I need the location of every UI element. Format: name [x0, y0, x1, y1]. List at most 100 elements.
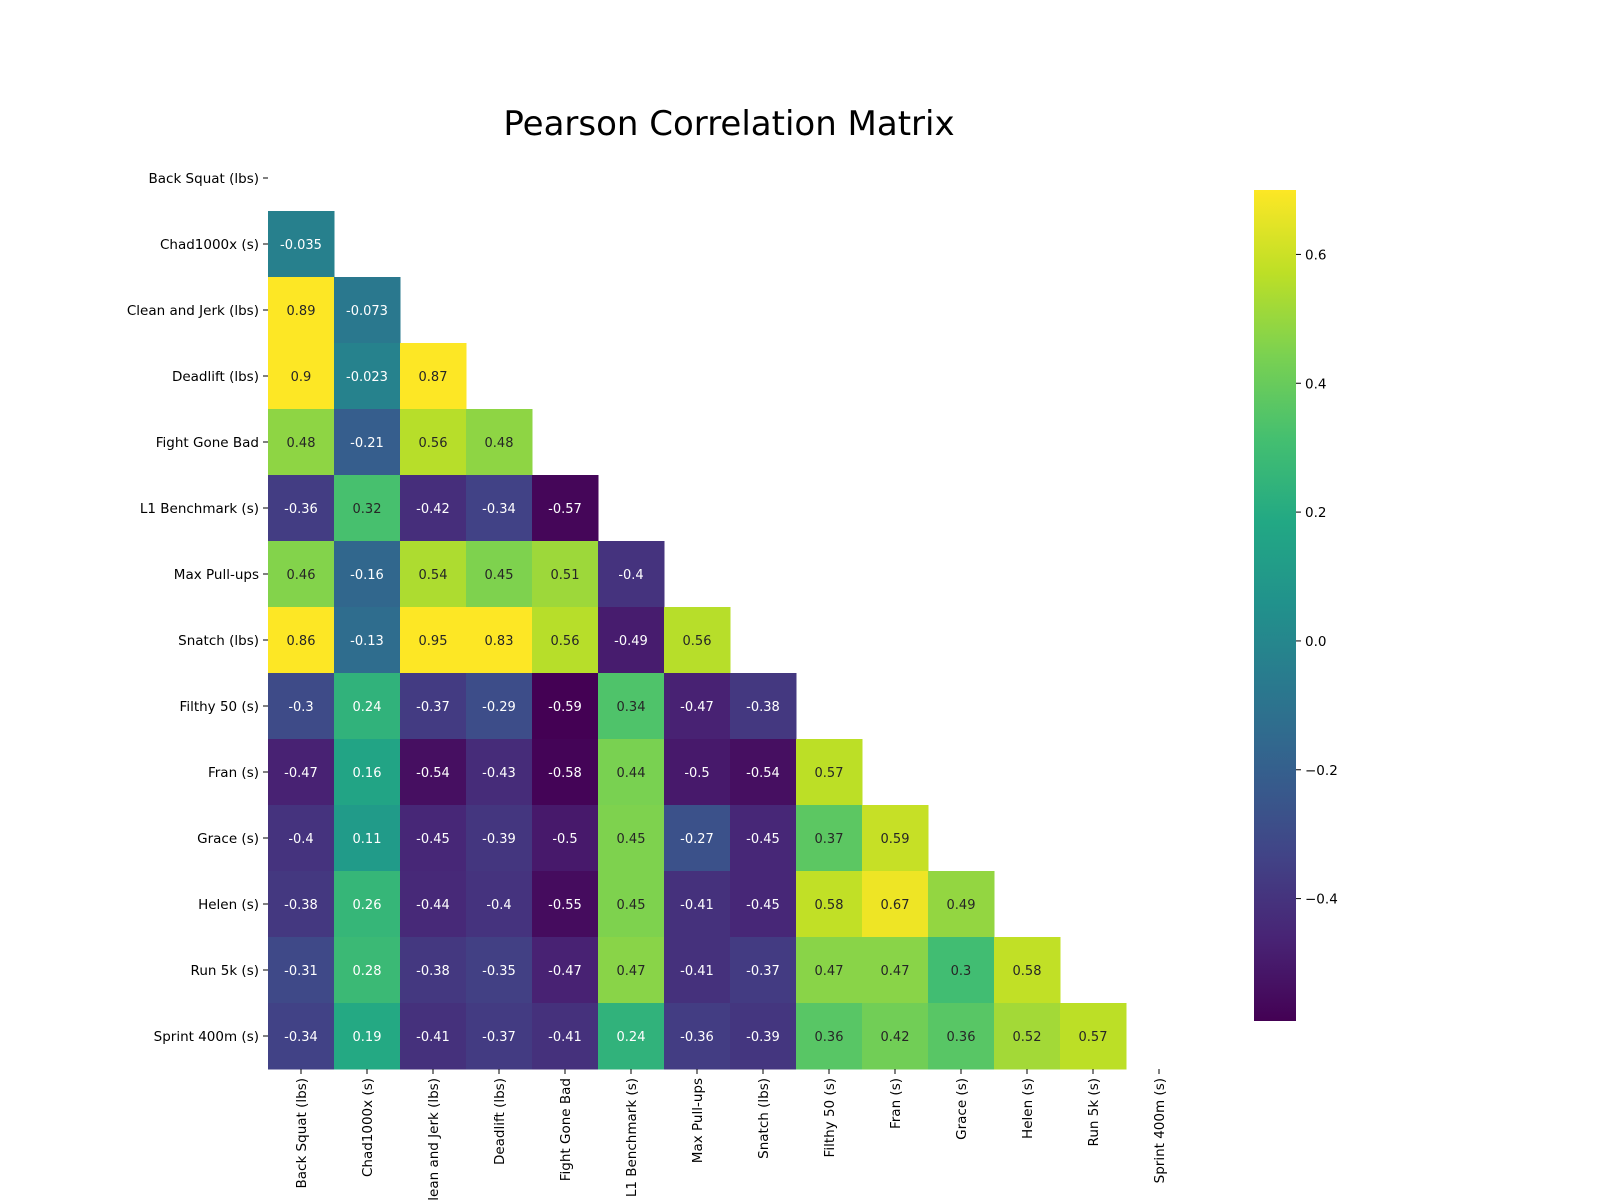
y-tick-label: Sprint 400m (s) [154, 1029, 259, 1045]
colorbar: 0.6 0.4 0.2 0.0 −0.2 −0.4 [1254, 190, 1338, 1021]
x-tick-label: Grace (s) [954, 1078, 970, 1140]
heatmap-cell [466, 937, 533, 1004]
heatmap-cell [664, 607, 731, 674]
cell-value-label: -0.47 [680, 700, 714, 715]
cell-value-label: -0.57 [548, 502, 582, 517]
cell-value-label: -0.4 [618, 568, 643, 583]
cell-value-label: 0.48 [485, 436, 514, 451]
heatmap-cell [334, 937, 401, 1004]
heatmap-cell [532, 937, 599, 1004]
cell-value-label: -0.43 [482, 766, 516, 781]
cell-value-label: 0.26 [353, 898, 382, 913]
cell-value-label: 0.57 [1079, 1030, 1108, 1045]
heatmap-cell [400, 607, 467, 674]
cell-value-label: -0.41 [680, 964, 714, 979]
colorbar-tick-label: 0.0 [1305, 634, 1326, 650]
heatmap-cell [400, 343, 467, 410]
cell-value-label: 0.83 [485, 634, 514, 649]
x-tick-label: Back Squat (lbs) [294, 1078, 310, 1189]
cell-value-label: 0.45 [485, 568, 514, 583]
heatmap-cell [400, 475, 467, 542]
cell-value-label: -0.47 [548, 964, 582, 979]
heatmap-cell [598, 871, 665, 938]
y-tick-label: Helen (s) [198, 897, 259, 913]
heatmap-cell [334, 541, 401, 608]
heatmap-cell [268, 739, 335, 806]
cell-value-label: 0.16 [353, 766, 382, 781]
heatmap-cell [466, 541, 533, 608]
cell-value-label: 0.47 [617, 964, 646, 979]
heatmap-cell [334, 409, 401, 476]
heatmap-cell [994, 1003, 1061, 1070]
heatmap-cell [598, 1003, 665, 1070]
heatmap-cell [400, 673, 467, 740]
heatmap-cell [466, 739, 533, 806]
cell-value-label: -0.41 [548, 1030, 582, 1045]
heatmap-cell [532, 805, 599, 872]
heatmap-cell [466, 673, 533, 740]
x-tick-label: Run 5k (s) [1086, 1078, 1102, 1146]
heatmap-cell [532, 1003, 599, 1070]
cell-value-label: 0.46 [287, 568, 316, 583]
heatmap-cell [268, 673, 335, 740]
x-tick-label: Deadlift (lbs) [492, 1078, 508, 1165]
cell-value-label: 0.42 [881, 1030, 910, 1045]
heatmap-cell [664, 739, 731, 806]
heatmap-cell [334, 475, 401, 542]
heatmap-cell [334, 277, 401, 344]
heatmap-cell [664, 1003, 731, 1070]
x-tick-label: Snatch (lbs) [756, 1078, 772, 1159]
heatmap-cell [334, 343, 401, 410]
cell-value-label: -0.41 [680, 898, 714, 913]
heatmap-cell [268, 871, 335, 938]
heatmap-cell [334, 607, 401, 674]
cell-value-label: 0.58 [815, 898, 844, 913]
heatmap-cell [664, 871, 731, 938]
heatmap-cell [994, 937, 1061, 1004]
heatmap-cell [400, 739, 467, 806]
cell-value-label: -0.4 [486, 898, 511, 913]
cell-value-label: -0.58 [548, 766, 582, 781]
heatmap-cell [796, 1003, 863, 1070]
heatmap-cell [598, 805, 665, 872]
cell-value-label: -0.38 [416, 964, 450, 979]
heatmap-cell [730, 871, 797, 938]
heatmap-cell [532, 541, 599, 608]
x-tick-label: Helen (s) [1020, 1078, 1036, 1139]
cell-value-label: 0.45 [617, 898, 646, 913]
x-tick-label: Max Pull-ups [690, 1078, 706, 1163]
y-tick-label: Deadlift (lbs) [172, 369, 259, 385]
y-tick-label: Fran (s) [208, 765, 259, 781]
cell-value-label: 0.3 [951, 964, 972, 979]
heatmap-cell [400, 1003, 467, 1070]
cell-value-label: -0.44 [416, 898, 450, 913]
cell-value-label: -0.38 [284, 898, 318, 913]
y-tick-label: Snatch (lbs) [178, 633, 259, 649]
heatmap-cell [466, 607, 533, 674]
cell-value-label: -0.31 [284, 964, 318, 979]
y-tick-label: L1 Benchmark (s) [140, 501, 259, 517]
cell-value-label: 0.59 [881, 832, 910, 847]
cell-value-label: -0.54 [416, 766, 450, 781]
heatmap-cell [532, 739, 599, 806]
heatmap-cell [664, 673, 731, 740]
cell-value-label: -0.45 [746, 832, 780, 847]
cell-value-label: -0.35 [482, 964, 516, 979]
y-tick-label: Back Squat (lbs) [148, 171, 259, 187]
heatmap-cell [862, 1003, 929, 1070]
x-tick-label: L1 Benchmark (s) [624, 1078, 640, 1197]
heatmap-cell [334, 871, 401, 938]
cell-value-label: -0.49 [614, 634, 648, 649]
heatmap-cell [598, 739, 665, 806]
cell-value-label: 0.86 [287, 634, 316, 649]
heatmap-cell [532, 475, 599, 542]
cell-value-label: 0.24 [617, 1030, 646, 1045]
cell-value-label: 0.95 [419, 634, 448, 649]
cell-value-label: -0.39 [746, 1030, 780, 1045]
cell-value-label: -0.54 [746, 766, 780, 781]
heatmap-cell [1060, 1003, 1127, 1070]
heatmap-cell [796, 937, 863, 1004]
cell-value-label: 0.56 [551, 634, 580, 649]
y-tick-label: Clean and Jerk (lbs) [127, 303, 259, 319]
